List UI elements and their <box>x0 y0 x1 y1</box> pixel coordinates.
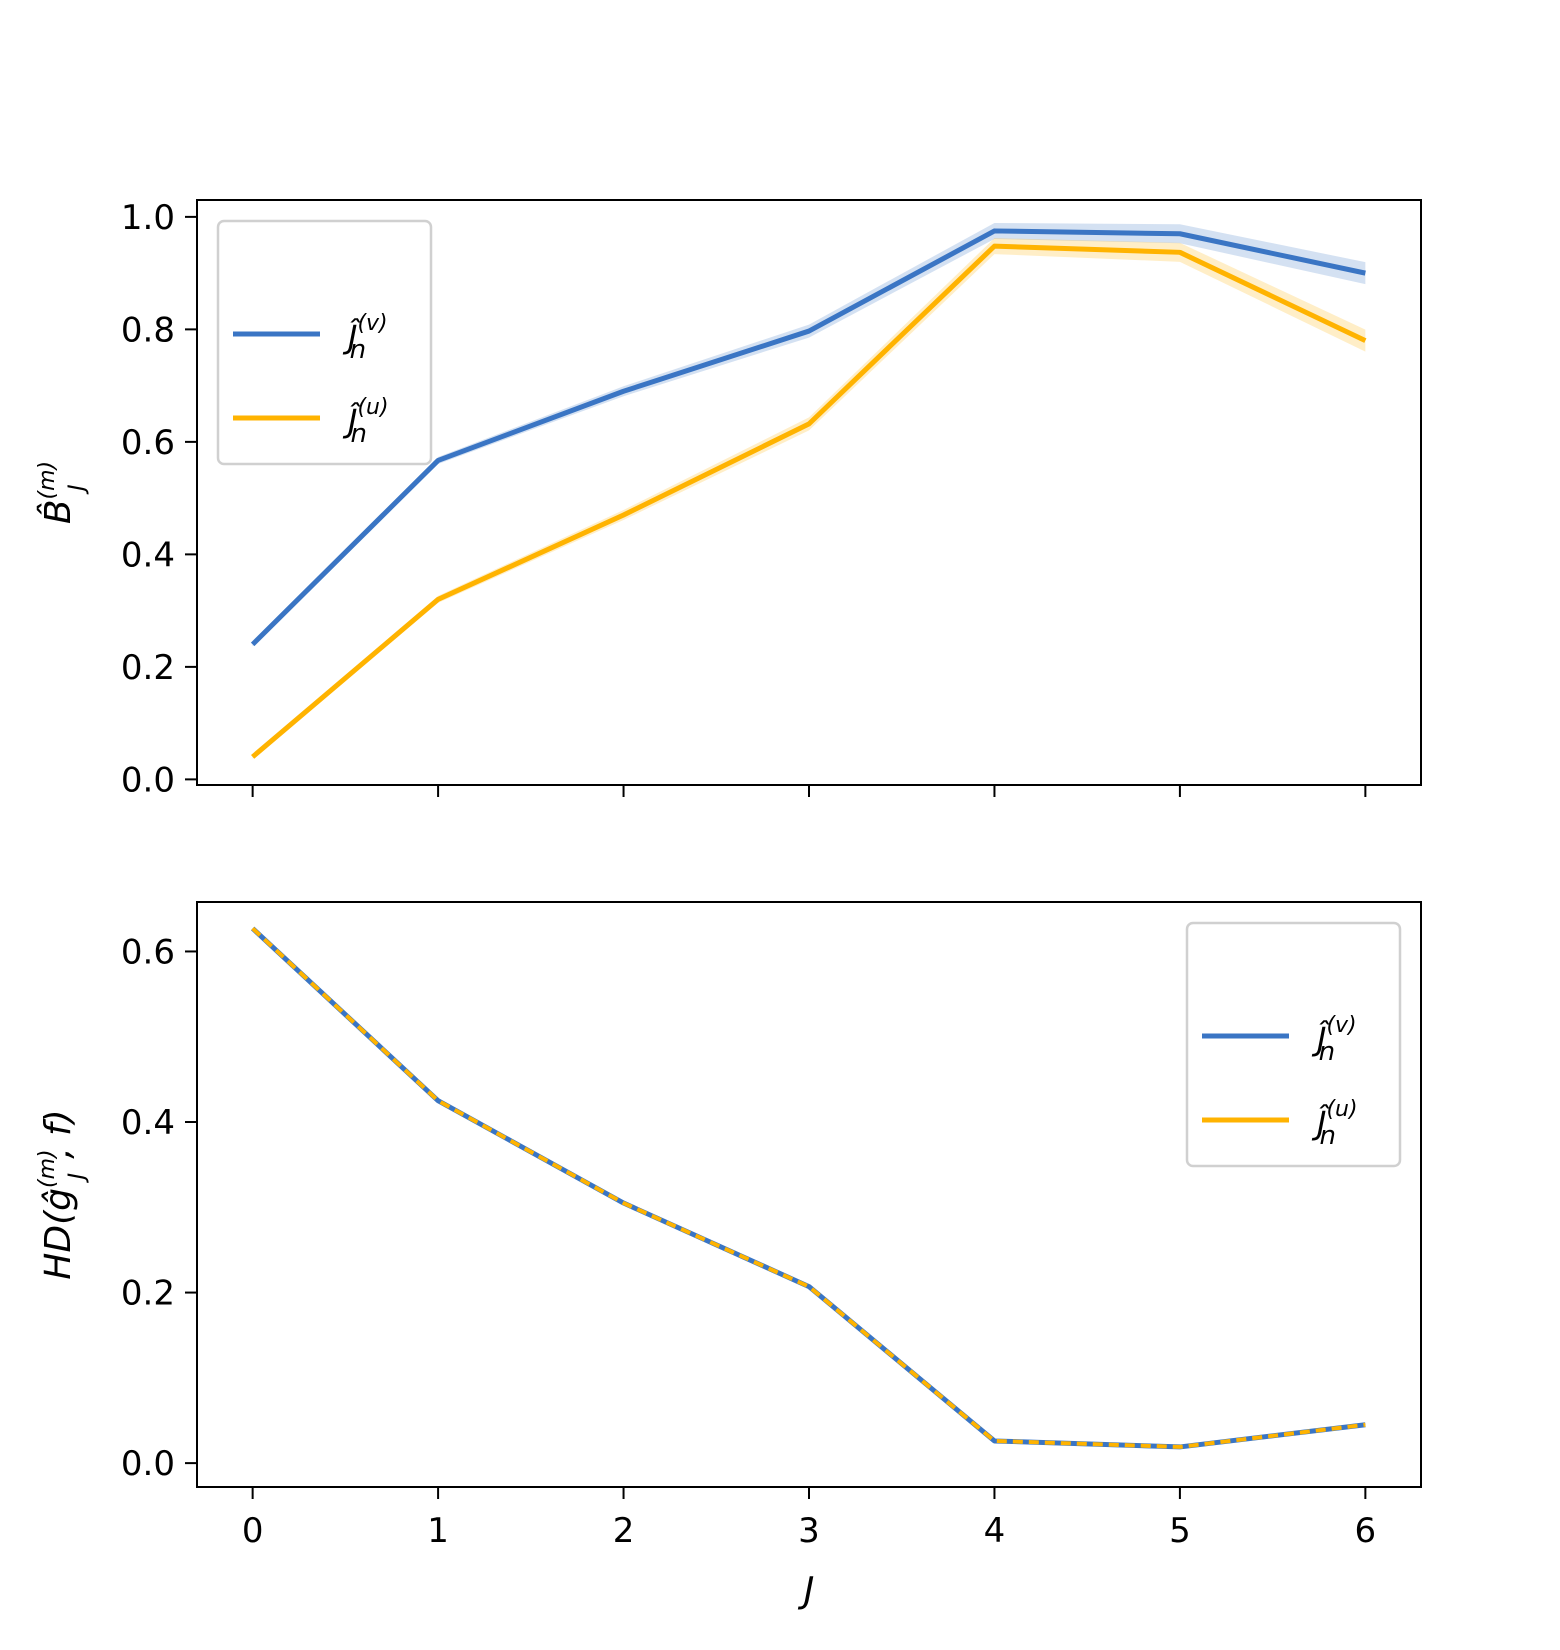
legend-box <box>216 219 433 466</box>
x-tick-label: 2 <box>613 1511 635 1551</box>
y-tick-label: 1.0 <box>121 198 175 238</box>
bottom-panel: 0.0 0.2 0.4 0.6 0 1 2 3 4 5 6 HD(ĝ(m) J, f) J Ĵ(v) nĴ(u… <box>35 901 1422 1611</box>
legend: Ĵ(v) nĴ(u) n <box>216 219 433 466</box>
x-tick-label: 4 <box>984 1511 1006 1551</box>
top-panel: 0.0 0.2 0.4 0.6 0.8 1.0 B̂(m) J Ĵ(v) nĴ(u) n <box>35 198 1422 800</box>
y-tick-label: 0.0 <box>121 760 175 800</box>
x-tick-label: 1 <box>427 1511 449 1551</box>
y-tick-label: 0.6 <box>121 932 175 972</box>
y-tick-label: 0.2 <box>121 1274 175 1314</box>
legend-box <box>1185 921 1402 1168</box>
axes-frame <box>196 199 1422 786</box>
x-tick-label: 5 <box>1169 1511 1191 1551</box>
axes-frame <box>196 901 1422 1488</box>
y-axis-label: B̂(m) J <box>35 461 90 524</box>
y-tick-label: 0.0 <box>121 1444 175 1484</box>
x-tick-label: 3 <box>798 1511 820 1551</box>
y-tick-label: 0.8 <box>121 310 175 350</box>
y-tick-label: 0.4 <box>121 535 175 575</box>
y-tick-label: 0.6 <box>121 423 175 463</box>
x-tick-label: 0 <box>242 1511 264 1551</box>
y-tick-label: 0.4 <box>121 1103 175 1143</box>
x-tick-label: 6 <box>1355 1511 1377 1551</box>
x-axis-label: J <box>798 1570 815 1611</box>
y-axis-label: HD(ĝ(m) J, f) <box>35 1109 90 1279</box>
legend: Ĵ(v) nĴ(u) n <box>1185 921 1402 1168</box>
y-tick-label: 0.2 <box>121 648 175 688</box>
